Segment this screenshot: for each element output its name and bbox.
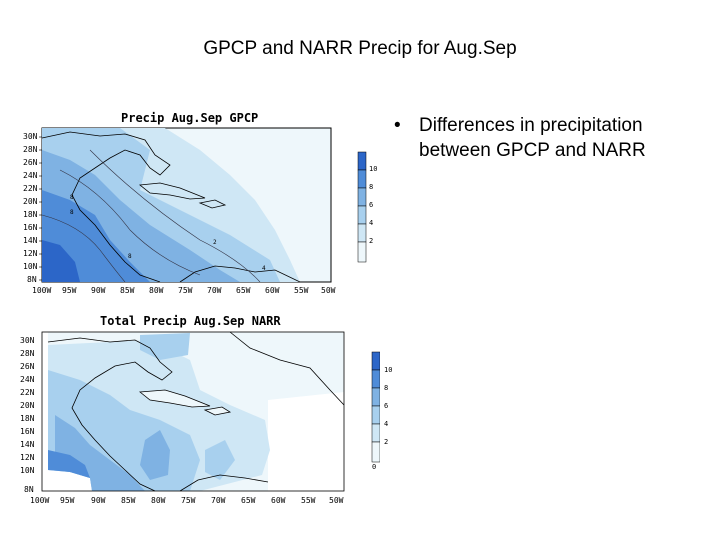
gpcp-cuba [138, 182, 206, 200]
gpcp-colorbar-label: 10 [369, 165, 378, 173]
narr-lat-label: 24N [20, 375, 35, 384]
narr-lon-label: 70W [211, 496, 226, 505]
gpcp-lat-label: 22N [23, 184, 38, 193]
gpcp-lon-label: 95W [62, 286, 77, 295]
gpcp-lon-label: 70W [207, 286, 222, 295]
gpcp-lon-label: 80W [149, 286, 164, 295]
gpcp-map-title: Precip Aug.Sep GPCP [121, 111, 259, 125]
gpcp-lat-label: 26N [23, 158, 38, 167]
narr-colorbar-label: 0 [372, 463, 377, 471]
narr-lat-label: 22N [20, 388, 35, 397]
gpcp-lon-label: 75W [178, 286, 193, 295]
slide-title: GPCP and NARR Precip for Aug.Sep [203, 38, 517, 59]
narr-lat-label: 16N [20, 427, 35, 436]
gpcp-contour [89, 149, 261, 283]
bullet-dot-icon: • [394, 115, 401, 136]
narr-lon-label: 95W [60, 496, 75, 505]
narr-map-title: Total Precip Aug.Sep NARR [100, 314, 281, 328]
narr-blob [205, 440, 235, 480]
narr-south-america-coast [179, 474, 269, 492]
narr-east-coast [229, 331, 345, 406]
narr-cuba [138, 389, 211, 408]
narr-map-panel: Total Precip Aug.Sep NARR 30N 28N [0, 300, 392, 540]
gpcp-coastline [41, 131, 171, 283]
gpcp-map: 8 8 2 8 4 [39, 127, 367, 283]
gpcp-lon-label: 65W [236, 286, 251, 295]
narr-lon-label: 90W [91, 496, 106, 505]
narr-hispaniola [203, 406, 232, 416]
narr-lon-label: 80W [151, 496, 166, 505]
narr-colorbar [371, 351, 380, 463]
narr-white-corner [268, 392, 344, 491]
narr-island-band [140, 333, 190, 360]
narr-lat-label: 20N [20, 401, 35, 410]
bullet-text: Differences in precipitation between GPC… [419, 115, 646, 161]
narr-lon-label: 55W [301, 496, 316, 505]
gpcp-contour-label: 8 [128, 253, 132, 260]
narr-lat-label: 30N [20, 336, 35, 345]
gpcp-contour-label: 8 [70, 209, 74, 216]
narr-lon-label: 60W [271, 496, 286, 505]
bullet-item: • Differences in precipitation between G… [392, 113, 712, 163]
gpcp-colorbar-label: 2 [369, 237, 374, 245]
gpcp-lat-label: 20N [23, 197, 38, 206]
narr-band-max [48, 450, 90, 478]
gpcp-lat-label: 18N [23, 210, 38, 219]
narr-colorbar-label: 6 [384, 402, 389, 410]
gpcp-lat-label: 24N [23, 171, 38, 180]
gpcp-lat-label: 10N [23, 262, 38, 271]
gpcp-colorbar-label: 4 [369, 219, 374, 227]
gpcp-colorbar-label: 8 [369, 183, 374, 191]
narr-lat-label: 28N [20, 349, 35, 358]
narr-lat-label: 26N [20, 362, 35, 371]
narr-lat-label: 12N [20, 453, 35, 462]
narr-lat-label: 14N [20, 440, 35, 449]
gpcp-colorbar-label: 6 [369, 201, 374, 209]
narr-lat-label: 18N [20, 414, 35, 423]
gpcp-lon-label: 85W [120, 286, 135, 295]
gpcp-south-america-coast [179, 265, 301, 283]
gpcp-lat-label: 30N [23, 132, 38, 141]
gpcp-lon-label: 50W [321, 286, 336, 295]
gpcp-contour-label: 8 [70, 194, 74, 201]
gpcp-contour-label: 2 [213, 239, 217, 246]
gpcp-lon-label: 90W [91, 286, 106, 295]
gpcp-map-panel: Precip Aug.Sep GPCP 8 8 2 8 4 [0, 0, 380, 300]
gpcp-lat-label: 12N [23, 249, 38, 258]
gpcp-lon-label: 55W [294, 286, 309, 295]
narr-colorbar-label: 10 [384, 366, 393, 374]
narr-colorbar-label: 2 [384, 438, 389, 446]
gpcp-hispaniola [198, 199, 227, 209]
gpcp-lat-label: 8N [27, 275, 37, 284]
bullet-list: • Differences in precipitation between G… [392, 113, 712, 163]
gpcp-band-max [42, 240, 80, 282]
gpcp-lat-label: 14N [23, 236, 38, 245]
gpcp-colorbar [357, 151, 367, 263]
gpcp-lon-label: 60W [265, 286, 280, 295]
gpcp-contour-label: 4 [262, 265, 266, 272]
narr-lon-label: 75W [181, 496, 196, 505]
gpcp-contour [41, 214, 126, 283]
narr-lon-label: 85W [121, 496, 136, 505]
narr-lon-label: 65W [241, 496, 256, 505]
narr-colorbar-label: 4 [384, 420, 389, 428]
narr-lon-label: 100W [30, 496, 50, 505]
gpcp-lat-label: 16N [23, 223, 38, 232]
narr-map [41, 331, 380, 492]
narr-blob [140, 430, 170, 480]
narr-colorbar-label: 8 [384, 384, 389, 392]
narr-lat-label: 10N [20, 466, 35, 475]
gpcp-lat-label: 28N [23, 145, 38, 154]
gpcp-contour [59, 169, 201, 276]
narr-coastline [47, 337, 173, 492]
narr-lon-label: 50W [329, 496, 344, 505]
gpcp-lon-label: 100W [32, 286, 52, 295]
narr-lat-label: 8N [24, 485, 34, 494]
